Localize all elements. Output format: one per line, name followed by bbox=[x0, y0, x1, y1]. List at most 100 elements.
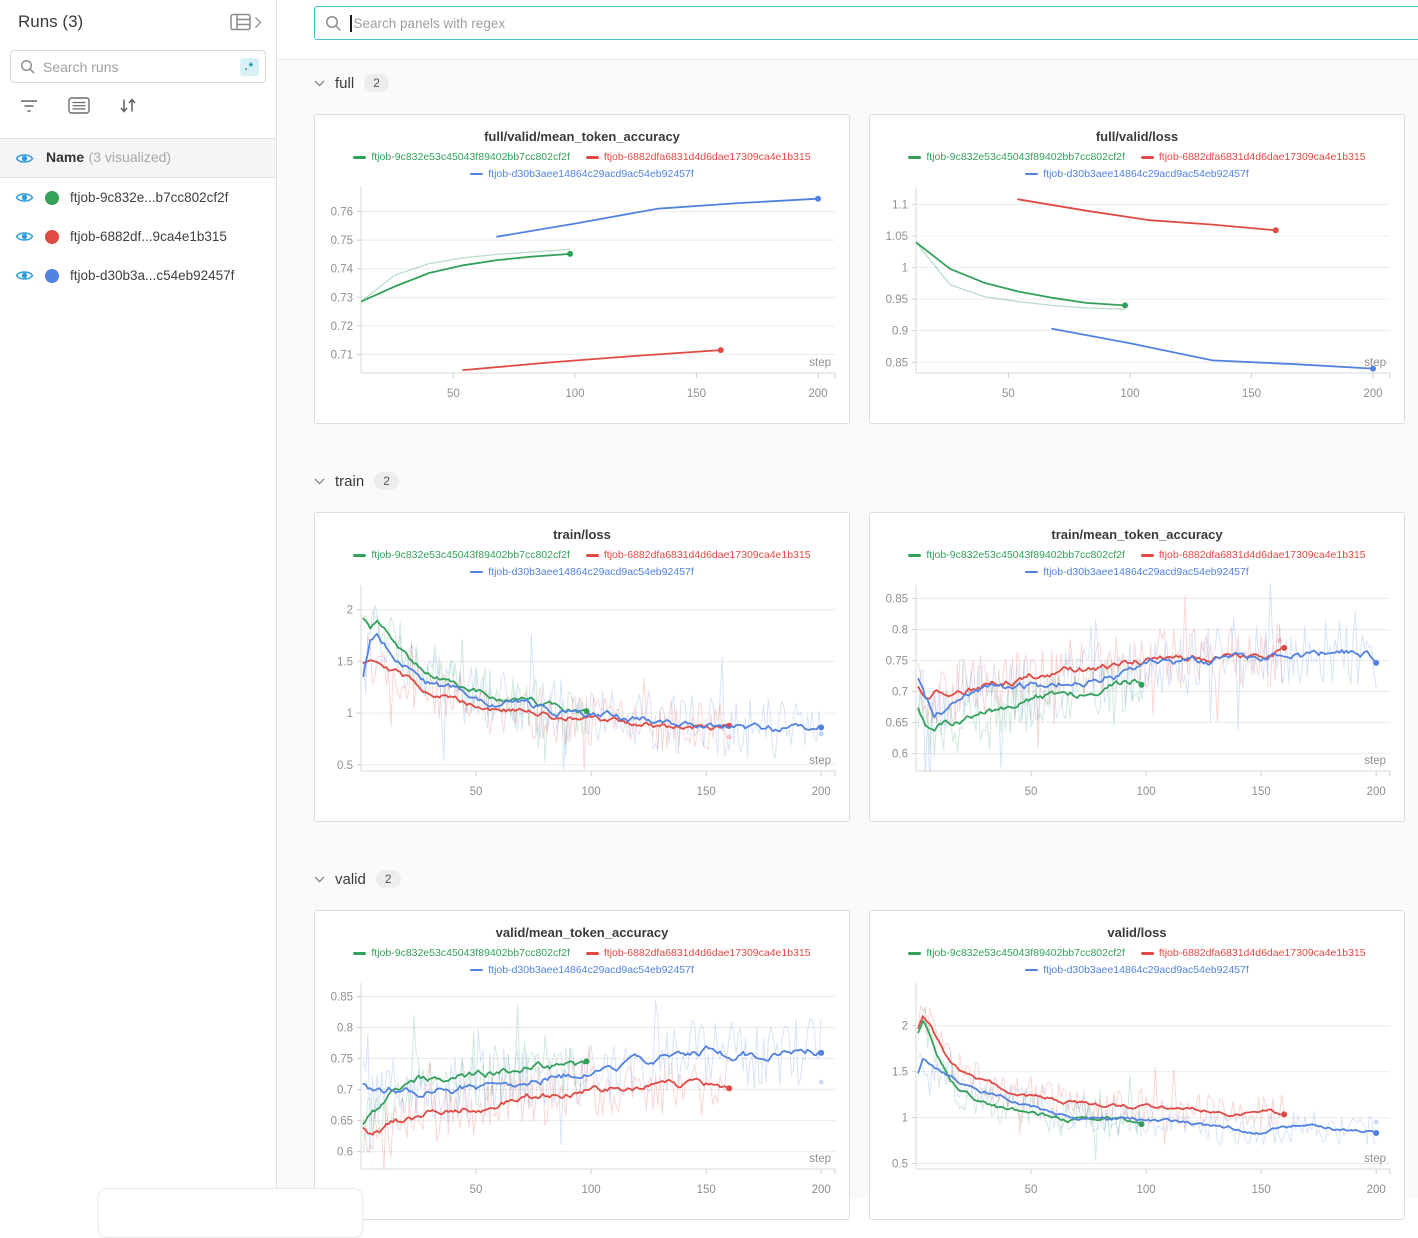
run-row[interactable]: ftjob-9c832e...b7cc802cf2f bbox=[0, 178, 276, 217]
svg-text:200: 200 bbox=[1367, 1184, 1386, 1196]
legend-item[interactable]: ftjob-6882dfa6831d4d6dae17309ca4e1b315 bbox=[586, 945, 811, 962]
table-view-icon[interactable] bbox=[230, 13, 252, 31]
svg-text:1.05: 1.05 bbox=[886, 231, 908, 243]
visualized-count: (3 visualized) bbox=[89, 149, 171, 165]
expand-chevron-icon[interactable] bbox=[254, 16, 262, 29]
legend-run-name: ftjob-6882dfa6831d4d6dae17309ca4e1b315 bbox=[604, 547, 811, 564]
legend-item[interactable]: ftjob-6882dfa6831d4d6dae17309ca4e1b315 bbox=[586, 149, 811, 166]
legend-swatch bbox=[353, 952, 366, 955]
legend-item[interactable]: ftjob-6882dfa6831d4d6dae17309ca4e1b315 bbox=[586, 547, 811, 564]
legend-run-name: ftjob-6882dfa6831d4d6dae17309ca4e1b315 bbox=[604, 149, 811, 166]
run-name: ftjob-6882df...9ca4e1b315 bbox=[70, 229, 227, 244]
panel-search-input[interactable] bbox=[354, 16, 1418, 31]
legend-item[interactable]: ftjob-9c832e53c45043f89402bb7cc802cf2f bbox=[353, 945, 570, 962]
regex-toggle-button[interactable]: .* bbox=[240, 58, 259, 76]
legend-run-name: ftjob-d30b3aee14864c29acd9ac54eb92457f bbox=[488, 564, 694, 581]
legend-item[interactable]: ftjob-d30b3aee14864c29acd9ac54eb92457f bbox=[1025, 564, 1249, 581]
run-row[interactable]: ftjob-6882df...9ca4e1b315 bbox=[0, 217, 276, 256]
legend-item[interactable]: ftjob-d30b3aee14864c29acd9ac54eb92457f bbox=[470, 564, 694, 581]
legend-item[interactable]: ftjob-d30b3aee14864c29acd9ac54eb92457f bbox=[1025, 166, 1249, 183]
panel-row: train/loss ftjob-9c832e53c45043f89402bb7c… bbox=[314, 512, 1406, 822]
legend-swatch bbox=[1141, 554, 1154, 557]
runs-search-box[interactable]: .* bbox=[10, 50, 266, 83]
section-label[interactable]: train bbox=[335, 473, 364, 490]
section-label[interactable]: valid bbox=[335, 871, 366, 888]
sort-icon[interactable] bbox=[118, 97, 138, 114]
legend-item[interactable]: ftjob-9c832e53c45043f89402bb7cc802cf2f bbox=[353, 149, 570, 166]
svg-text:0.73: 0.73 bbox=[331, 292, 353, 304]
svg-text:0.5: 0.5 bbox=[337, 759, 353, 771]
svg-text:0.75: 0.75 bbox=[331, 235, 353, 247]
visibility-eye-icon[interactable] bbox=[15, 230, 34, 243]
panels-topbar bbox=[278, 0, 1418, 60]
svg-text:0.9: 0.9 bbox=[892, 325, 908, 337]
legend-item[interactable]: ftjob-9c832e53c45043f89402bb7cc802cf2f bbox=[908, 149, 1125, 166]
chart-title: full/valid/loss bbox=[870, 129, 1404, 144]
svg-text:100: 100 bbox=[582, 1184, 601, 1196]
svg-text:50: 50 bbox=[470, 1184, 483, 1196]
legend-item[interactable]: ftjob-d30b3aee14864c29acd9ac54eb92457f bbox=[1025, 962, 1249, 979]
legend-run-name: ftjob-d30b3aee14864c29acd9ac54eb92457f bbox=[1043, 564, 1249, 581]
legend-item[interactable]: ftjob-6882dfa6831d4d6dae17309ca4e1b315 bbox=[1141, 945, 1366, 962]
chart-panel-full-valid-mean-token-accuracy[interactable]: full/valid/mean_token_accuracy ftjob-9c83… bbox=[314, 114, 850, 424]
legend-run-name: ftjob-6882dfa6831d4d6dae17309ca4e1b315 bbox=[604, 945, 811, 962]
legend-item[interactable]: ftjob-6882dfa6831d4d6dae17309ca4e1b315 bbox=[1141, 149, 1366, 166]
chevron-down-icon[interactable] bbox=[314, 80, 325, 87]
legend-item[interactable]: ftjob-d30b3aee14864c29acd9ac54eb92457f bbox=[470, 166, 694, 183]
svg-text:0.71: 0.71 bbox=[331, 349, 353, 361]
svg-text:step: step bbox=[809, 357, 831, 369]
visibility-all-eye-icon[interactable] bbox=[15, 152, 34, 165]
chevron-down-icon[interactable] bbox=[314, 478, 325, 485]
runs-search-input[interactable] bbox=[43, 59, 240, 75]
run-row[interactable]: ftjob-d30b3a...c54eb92457f bbox=[0, 256, 276, 295]
svg-text:100: 100 bbox=[1137, 786, 1156, 798]
chart-panel-full-valid-loss[interactable]: full/valid/loss ftjob-9c832e53c45043f8940… bbox=[869, 114, 1405, 424]
svg-text:step: step bbox=[809, 1153, 831, 1165]
legend-item[interactable]: ftjob-d30b3aee14864c29acd9ac54eb92457f bbox=[470, 962, 694, 979]
visibility-eye-icon[interactable] bbox=[15, 191, 34, 204]
legend-run-name: ftjob-6882dfa6831d4d6dae17309ca4e1b315 bbox=[1159, 547, 1366, 564]
columns-settings-icon[interactable] bbox=[68, 97, 90, 114]
chart-panel-train-loss[interactable]: train/loss ftjob-9c832e53c45043f89402bb7c… bbox=[314, 512, 850, 822]
legend-run-name: ftjob-9c832e53c45043f89402bb7cc802cf2f bbox=[371, 149, 570, 166]
chevron-down-icon[interactable] bbox=[314, 876, 325, 883]
chart-title: valid/loss bbox=[870, 925, 1404, 940]
runs-panel-title: Runs (3) bbox=[18, 12, 83, 32]
chart-title: train/loss bbox=[315, 527, 849, 542]
name-column-header: Name bbox=[46, 149, 84, 165]
legend-item[interactable]: ftjob-9c832e53c45043f89402bb7cc802cf2f bbox=[353, 547, 570, 564]
chart-title: full/valid/mean_token_accuracy bbox=[315, 129, 849, 144]
section-label[interactable]: full bbox=[335, 75, 354, 92]
svg-text:150: 150 bbox=[1252, 1184, 1271, 1196]
legend-item[interactable]: ftjob-6882dfa6831d4d6dae17309ca4e1b315 bbox=[1141, 547, 1366, 564]
legend-item[interactable]: ftjob-9c832e53c45043f89402bb7cc802cf2f bbox=[908, 547, 1125, 564]
legend-swatch bbox=[1141, 952, 1154, 955]
legend-item[interactable]: ftjob-9c832e53c45043f89402bb7cc802cf2f bbox=[908, 945, 1125, 962]
filter-icon[interactable] bbox=[18, 98, 40, 114]
panel-search-box[interactable] bbox=[314, 6, 1418, 40]
chart-panel-valid-loss[interactable]: valid/loss ftjob-9c832e53c45043f89402bb7c… bbox=[869, 910, 1405, 1220]
svg-text:0.75: 0.75 bbox=[886, 655, 908, 667]
bottom-overlay-card bbox=[98, 1188, 363, 1238]
visibility-eye-icon[interactable] bbox=[15, 269, 34, 282]
svg-text:150: 150 bbox=[697, 786, 716, 798]
svg-text:0.8: 0.8 bbox=[337, 1022, 353, 1034]
svg-text:50: 50 bbox=[1025, 1184, 1038, 1196]
text-cursor bbox=[350, 15, 352, 32]
